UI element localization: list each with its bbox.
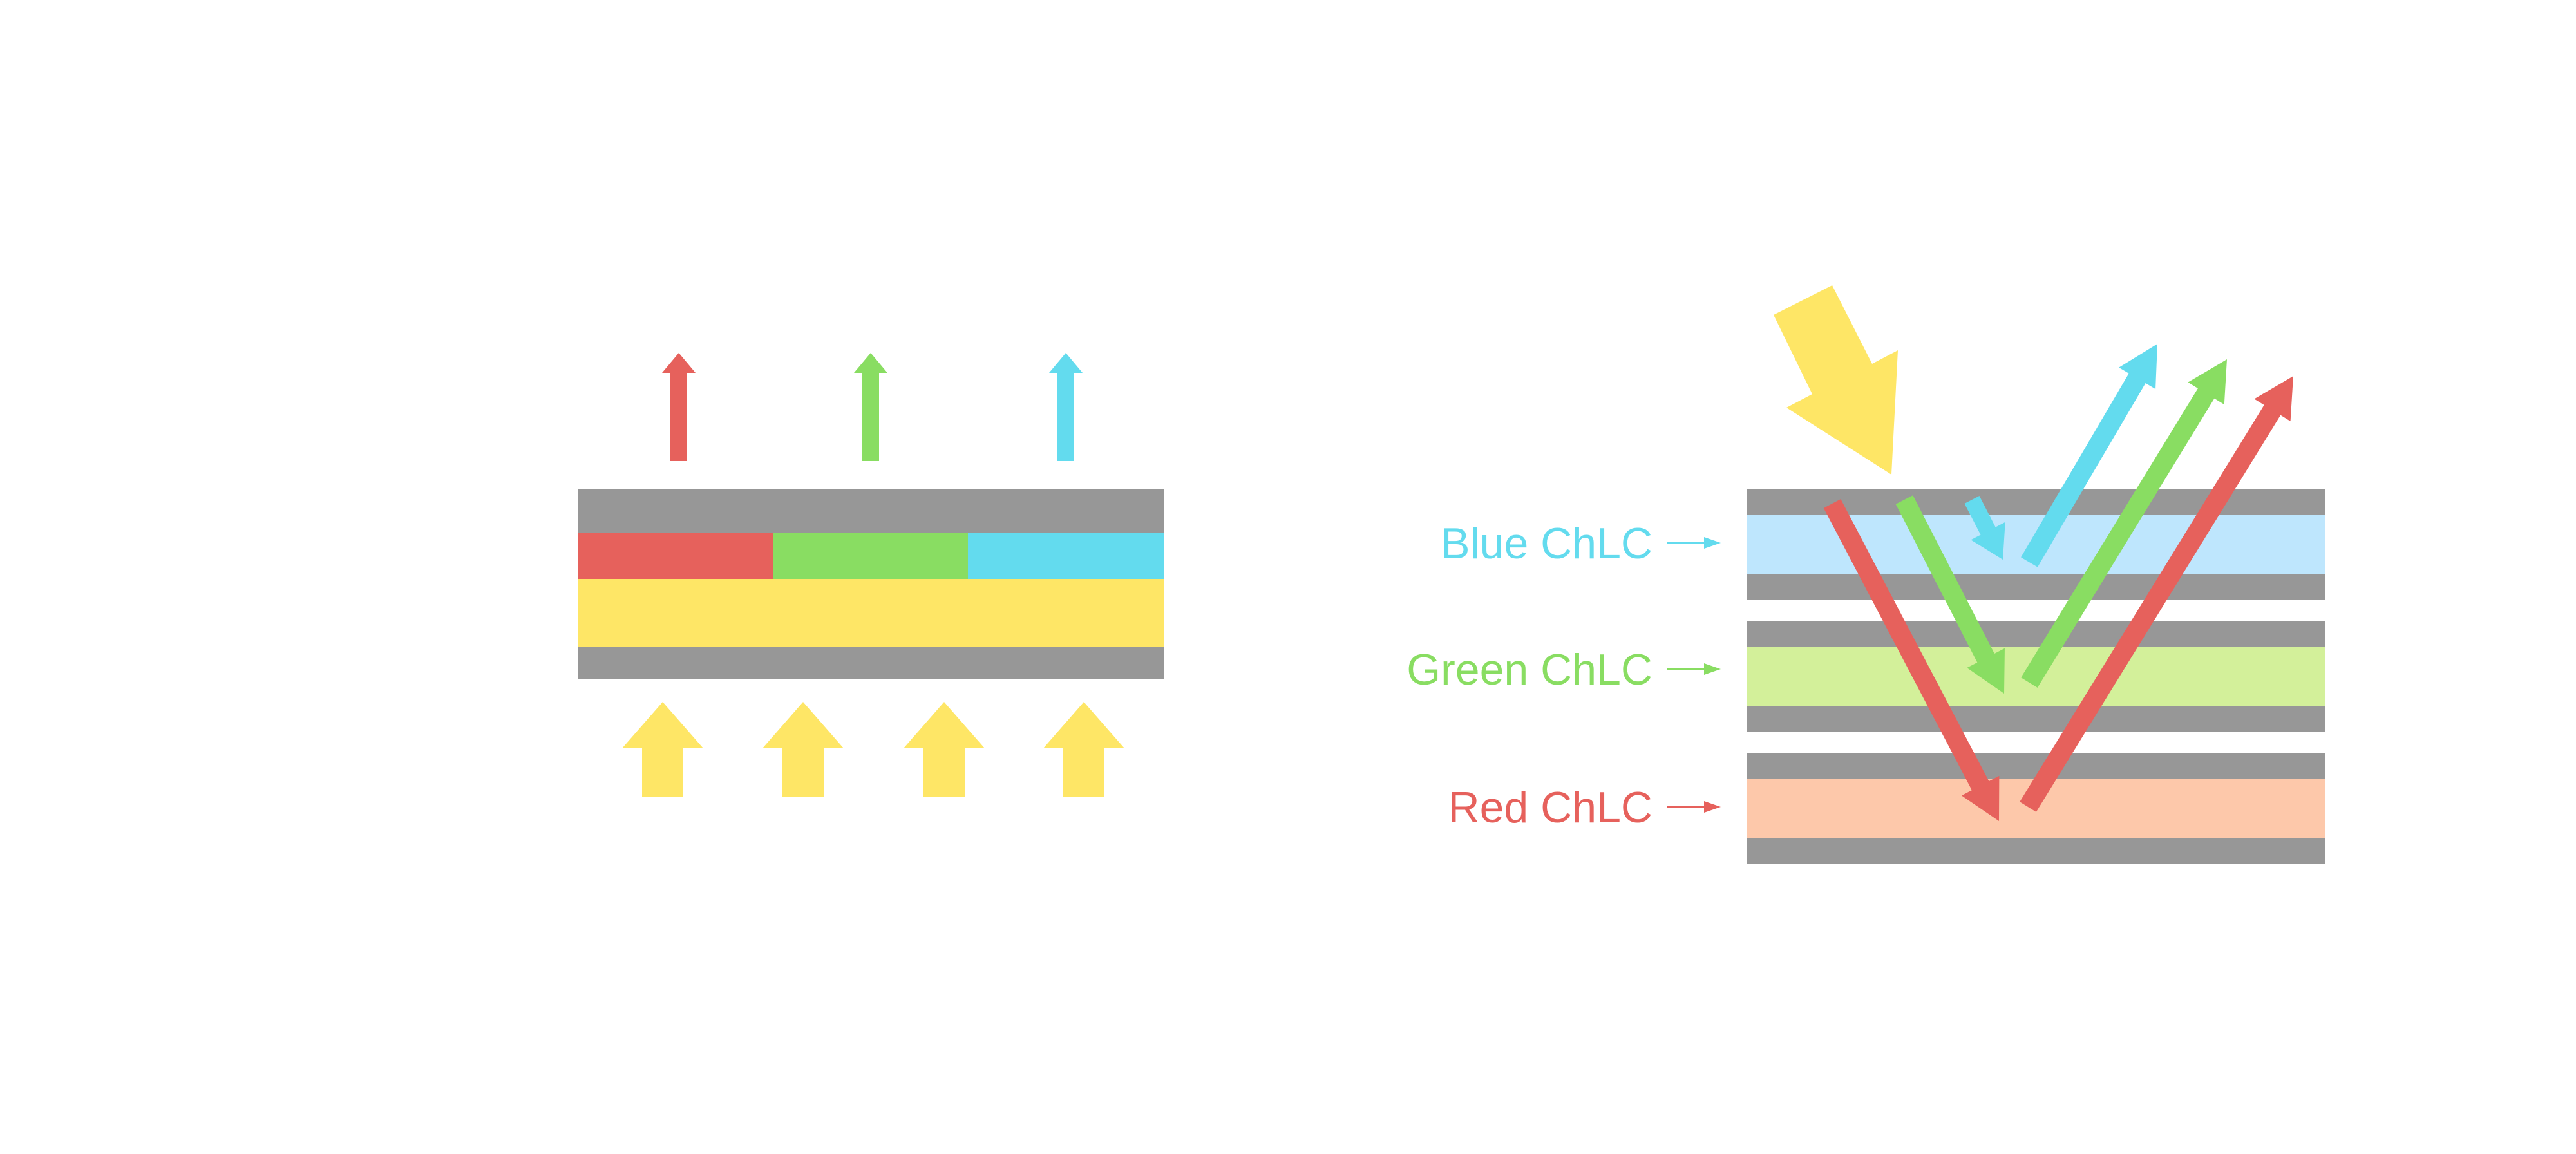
red-incident-arrow — [1823, 499, 2000, 821]
red-top-substrate — [1747, 753, 2325, 779]
cyan-emission-arrow — [1049, 353, 1083, 461]
green-bottom-substrate — [1747, 706, 2325, 732]
backlight-arrow-4 — [1043, 702, 1124, 797]
top-substrate — [578, 489, 1164, 533]
blue-label-pointer — [1667, 537, 1721, 549]
bottom-substrate — [578, 647, 1164, 679]
cyan-filter — [968, 533, 1164, 579]
cyan-incident-arrow — [1964, 496, 2005, 560]
green-label-pointer — [1667, 663, 1721, 675]
filter-stack — [578, 489, 1164, 679]
cyan-reflected-arrow — [2021, 344, 2157, 567]
red-reflected-arrow — [2020, 376, 2293, 812]
red-filter — [578, 533, 773, 579]
green-chlc-label: Green ChLC — [1406, 645, 1653, 694]
red-emission-arrow — [662, 353, 696, 461]
green-filter — [773, 533, 969, 579]
blue-chlc-label: Blue ChLC — [1441, 519, 1653, 568]
backlight-arrow-3 — [904, 702, 985, 797]
green-incident-arrow — [1895, 495, 2005, 694]
green-top-substrate — [1747, 621, 2325, 647]
green-reflected-arrow — [2021, 359, 2227, 688]
backlight-arrow-2 — [762, 702, 844, 797]
backlight-layer — [578, 579, 1164, 647]
blue-bottom-substrate — [1747, 574, 2325, 600]
backlight-arrow-1 — [622, 702, 703, 797]
green-emission-arrow — [854, 353, 887, 461]
red-label-pointer — [1667, 801, 1721, 813]
red-bottom-substrate — [1747, 838, 2325, 864]
red-chlc-label: Red ChLC — [1448, 783, 1653, 832]
incident-light-arrow — [1774, 285, 1898, 475]
